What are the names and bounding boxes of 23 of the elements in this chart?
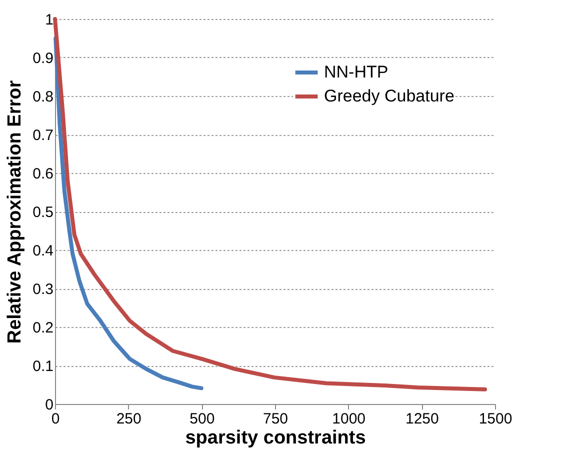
legend-label: NN-HTP	[324, 62, 388, 82]
x-axis-title: sparsity constraints	[185, 428, 366, 448]
y-tick-label: 0.7	[32, 127, 54, 144]
y-tick-label: 0.8	[32, 88, 54, 106]
y-tick-label: 0.4	[32, 242, 54, 260]
x-tick-label: 1500	[478, 410, 512, 428]
y-tick-label: 0.6	[32, 166, 54, 182]
x-tick-label: 250	[116, 410, 142, 428]
x-tick-label: 750	[262, 410, 288, 428]
y-tick-label: 0.3	[32, 281, 54, 298]
legend-label: Greedy Cubature	[324, 86, 454, 106]
x-tick-label: 1250	[405, 410, 439, 428]
y-tick-label: 0.1	[32, 358, 54, 375]
line-series	[54, 36, 204, 390]
y-tick-label: 0	[45, 396, 54, 414]
y-tick-label: 0.5	[32, 204, 54, 221]
y-tick-label: 0.9	[32, 50, 54, 67]
y-tick-label: 0.2	[32, 320, 54, 336]
x-tick-label: 500	[190, 410, 215, 428]
line-series	[53, 17, 488, 392]
y-axis-title: Relative Approximation Error	[4, 80, 26, 344]
x-tick-label: 1000	[332, 410, 366, 428]
y-tick-label: 1	[45, 12, 54, 28]
